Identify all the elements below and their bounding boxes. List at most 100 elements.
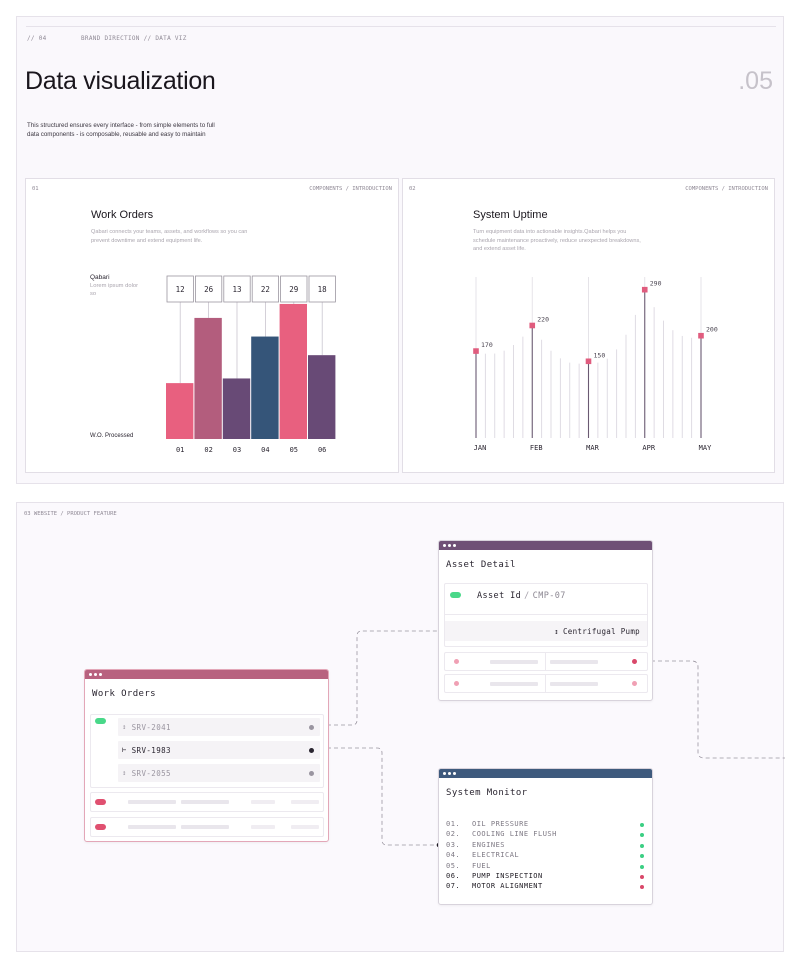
window-dot-icon[interactable] [99, 673, 102, 676]
x-tick-label: FEB [530, 444, 543, 452]
system-uptime-card: 170 JAN 220 FEB 150 MAR 290 APR 200 MAY 02 COMPON… [402, 178, 775, 473]
work-orders-window: Work Orders ↕ SRV-2041 ⊢ SRV-1983 ↕ SRV-… [84, 669, 329, 842]
system-check-item[interactable]: 07. MOTOR ALIGNMENT [446, 882, 646, 892]
status-dot-icon [640, 885, 644, 890]
placeholder-bar [490, 660, 538, 664]
bar-value-label: 26 [204, 285, 214, 294]
value-box [223, 275, 251, 303]
placeholder-bar [550, 682, 598, 686]
bar [279, 303, 307, 439]
work-order-row[interactable]: ↕ SRV-2055 [118, 764, 320, 782]
window-dot-icon[interactable] [448, 772, 451, 775]
sort-icon: ↕ [122, 769, 127, 777]
status-dot-icon [454, 659, 459, 664]
item-label: OIL PRESSURE [472, 820, 529, 828]
section-category: BRAND DIRECTION // DATA VIZ [81, 35, 187, 42]
asset-type-row[interactable]: ↕ Centrifugal Pump [445, 621, 647, 641]
window-dot-icon[interactable] [443, 772, 446, 775]
divider [545, 653, 546, 670]
placeholder-row[interactable] [90, 792, 324, 812]
work-orders-chart: 12 01 26 02 13 03 22 04 29 05 18 06 [166, 275, 336, 454]
section-number: // 04 [27, 35, 47, 42]
data-point [698, 332, 704, 339]
card-breadcrumb: COMPONENTS / INTRODUCTION [309, 186, 392, 192]
status-toggle[interactable] [450, 592, 461, 598]
value-box [194, 275, 223, 303]
row-port-icon[interactable] [309, 770, 314, 776]
bar-value-label: 12 [176, 285, 185, 294]
work-order-row[interactable]: ↕ SRV-2041 [118, 718, 320, 736]
status-dot-icon [454, 681, 459, 686]
card-breadcrumb: COMPONENTS / INTRODUCTION [685, 186, 768, 192]
system-check-item[interactable]: 06. PUMP INSPECTION [446, 872, 646, 882]
window-dot-icon[interactable] [453, 544, 456, 547]
placeholder-bar [490, 682, 538, 686]
placeholder-row[interactable] [90, 817, 324, 837]
placeholder-bar [128, 825, 176, 829]
series-sublabel: Lorem ipsum dolor so [90, 283, 139, 297]
status-toggle[interactable] [95, 799, 106, 805]
status-toggle[interactable] [95, 718, 106, 724]
status-dot-icon [640, 864, 644, 869]
system-check-item[interactable]: 02. COOLING LINE FLUSH [446, 830, 646, 840]
work-order-code: SRV-2041 [131, 722, 171, 732]
placeholder-bar [291, 825, 319, 829]
window-title: Work Orders [92, 689, 157, 699]
status-dot-icon [632, 681, 637, 686]
item-label: COOLING LINE FLUSH [472, 830, 557, 839]
placeholder-bar [291, 800, 319, 804]
x-tick-label: 02 [204, 446, 212, 454]
system-check-list: 01. OIL PRESSURE 02. COOLING LINE FLUSH 03. E… [446, 820, 646, 893]
tree-icon: ⊢ [122, 746, 127, 754]
window-dot-icon[interactable] [443, 544, 446, 547]
window-dot-icon[interactable] [94, 673, 97, 676]
bar [194, 317, 222, 439]
window-dot-icon[interactable] [453, 772, 456, 775]
placeholder-bar [181, 800, 229, 804]
item-label: MOTOR ALIGNMENT [472, 882, 543, 891]
x-tick-label: JAN [474, 444, 487, 452]
status-dot-icon [640, 843, 644, 848]
work-order-row[interactable]: ⊢ SRV-1983 [118, 741, 320, 759]
bar-value-label: 18 [318, 285, 328, 294]
x-tick-label: 06 [318, 446, 326, 454]
x-tick-label: 03 [233, 446, 241, 454]
row-port-icon[interactable] [309, 724, 314, 730]
item-number: 04. [446, 851, 461, 860]
value-box [251, 275, 279, 303]
bar [251, 336, 279, 439]
bar-value-label: 22 [261, 285, 270, 294]
sort-icon: ↕ [554, 626, 559, 636]
window-dot-icon[interactable] [448, 544, 451, 547]
system-check-item[interactable]: 03. ENGINES [446, 841, 646, 851]
value-box [280, 275, 308, 303]
system-check-item[interactable]: 01. OIL PRESSURE [446, 820, 646, 830]
sort-icon: ↕ [122, 723, 127, 731]
status-dot-icon [632, 659, 637, 664]
x-tick-label: 01 [176, 446, 184, 454]
data-label: 220 [537, 315, 549, 323]
item-number: 07. [446, 882, 461, 891]
system-check-item[interactable]: 04. ELECTRICAL [446, 851, 646, 861]
x-tick-label: APR [642, 444, 655, 452]
item-number: 03. [446, 840, 461, 849]
row-port-icon[interactable] [309, 747, 314, 753]
window-dot-icon[interactable] [89, 673, 92, 676]
window-titlebar [439, 541, 652, 550]
value-box [166, 275, 194, 303]
status-toggle[interactable] [95, 824, 106, 830]
asset-detail-box: Asset Id / CMP-07 ↕ Centrifugal Pump [444, 583, 648, 647]
data-point [641, 286, 648, 293]
asset-id-label: Asset Id [477, 591, 522, 601]
asset-detail-window: Asset Detail Asset Id / CMP-07 ↕ Centrifug… [438, 540, 653, 701]
item-label: ELECTRICAL [472, 851, 520, 860]
placeholder-row[interactable] [444, 674, 648, 693]
system-check-item[interactable]: 05. FUEL [446, 862, 646, 872]
item-number: 02. [446, 830, 461, 839]
x-tick-label: 05 [290, 446, 298, 454]
bar [166, 383, 194, 439]
status-dot-icon [640, 874, 644, 879]
placeholder-row[interactable] [444, 652, 648, 671]
card-description: Turn equipment data into actionable insi… [473, 229, 641, 252]
intro-text: This structured ensures every interface … [27, 122, 215, 138]
